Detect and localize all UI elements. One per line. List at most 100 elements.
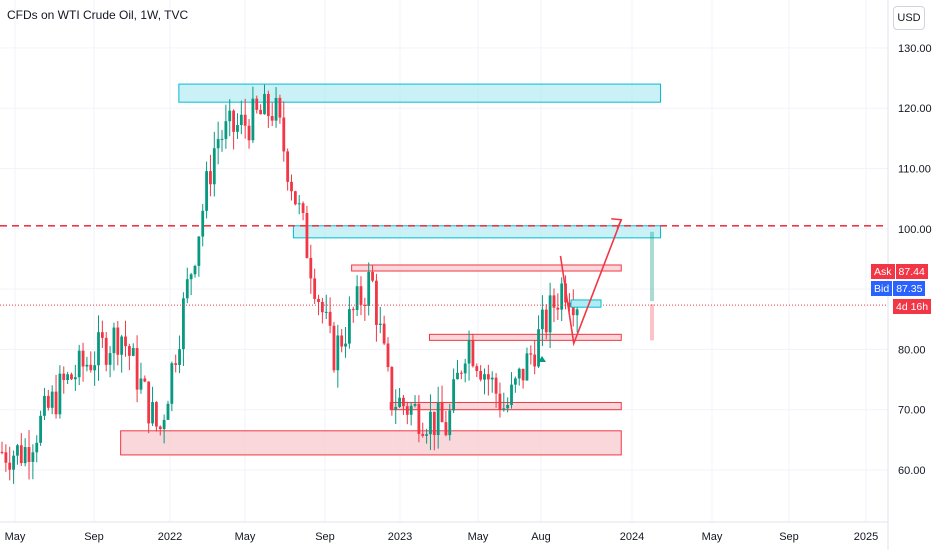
candle-body (162, 419, 166, 430)
candle-body (182, 298, 185, 350)
candle-body (525, 353, 529, 381)
candle-body (89, 364, 93, 371)
candle-body (452, 379, 456, 411)
x-tick-label: 2023 (388, 531, 412, 543)
candle-body (332, 325, 336, 371)
candle-body (97, 332, 100, 366)
candle-body (340, 335, 344, 347)
x-tick-label: May (702, 531, 723, 543)
candle-body (270, 116, 274, 121)
candle-body (371, 271, 374, 281)
candle-body (436, 402, 440, 436)
candle-body (259, 109, 263, 115)
x-tick-label: Sep (84, 531, 104, 543)
candle-body (313, 278, 317, 299)
candle-body (390, 367, 394, 410)
candle-body (467, 340, 471, 364)
candle-body (560, 283, 564, 310)
candle-body (54, 391, 58, 415)
candle-body (309, 257, 313, 279)
candle-body (402, 397, 405, 407)
projection-bar-green (650, 231, 654, 302)
candle-body (513, 378, 517, 385)
candle-body (344, 343, 347, 347)
candle-body (205, 171, 208, 211)
candle-body (116, 327, 120, 355)
candle-body (398, 397, 401, 408)
candle-body (189, 274, 193, 280)
candle-body (498, 393, 502, 410)
candle-body (459, 372, 463, 374)
candle-body (193, 265, 197, 275)
candle-body (324, 311, 328, 313)
candle-body (224, 121, 228, 139)
candle-body (278, 97, 282, 118)
candle-body (8, 462, 12, 470)
candle-body (31, 452, 35, 462)
candle-body (378, 323, 382, 325)
candle-body (537, 329, 540, 367)
y-tick-label: 80.00 (898, 344, 926, 356)
candle-body (62, 373, 66, 380)
candle-body (139, 378, 143, 390)
candle-body (170, 363, 174, 404)
candle-body (46, 395, 50, 408)
candle-body (19, 445, 23, 464)
candle-body (155, 402, 158, 427)
y-tick-label: 60.00 (898, 465, 926, 477)
candle-body (0, 451, 4, 453)
candle-body (494, 377, 498, 394)
candle-body (124, 336, 127, 347)
candle-body (93, 365, 97, 371)
candle-body (120, 336, 124, 355)
candle-body (483, 374, 486, 380)
candle-body (328, 311, 332, 326)
candle-body (417, 403, 421, 434)
candle-body (174, 363, 178, 365)
ask-value: 87.44 (895, 264, 928, 279)
candle-body (39, 415, 42, 443)
candle-body (486, 374, 490, 380)
candle-body (386, 343, 390, 368)
currency-button[interactable]: USD (893, 6, 925, 30)
candle-body (66, 374, 70, 380)
candle-body (301, 203, 305, 213)
candle-body (490, 377, 494, 380)
candle-body (70, 374, 73, 380)
candle-body (158, 426, 162, 430)
candle-body (209, 171, 212, 185)
drawings (0, 217, 888, 362)
candle-body (502, 408, 506, 410)
candle-body (135, 348, 139, 390)
candle-body (432, 411, 436, 436)
candle-body (471, 340, 475, 367)
ask-label: Ask (871, 264, 895, 279)
candle-body (201, 210, 205, 237)
x-tick-label: May (468, 531, 489, 543)
candle-body (320, 301, 324, 313)
candle-body (73, 377, 77, 380)
x-tick-label: May (5, 531, 26, 543)
x-tick-label: Sep (315, 531, 335, 543)
candle-body (100, 332, 104, 338)
candle-body (178, 349, 181, 365)
x-tick-label: 2022 (158, 531, 182, 543)
candle-body (77, 350, 81, 378)
support-zone (389, 401, 622, 411)
candle-body (290, 181, 293, 192)
candle-body (286, 151, 290, 182)
candle-body (575, 309, 579, 316)
zones (120, 83, 661, 456)
candle-body (297, 203, 301, 205)
candles (0, 84, 579, 484)
candle-body (131, 348, 135, 356)
bid-value: 87.35 (893, 281, 926, 296)
countdown-badge: 4d 16h (893, 299, 932, 314)
candle-body (336, 335, 340, 371)
candle-body (263, 93, 266, 115)
candle-body (541, 309, 544, 330)
y-tick-label: 110.00 (898, 164, 931, 176)
candle-body (23, 447, 27, 464)
